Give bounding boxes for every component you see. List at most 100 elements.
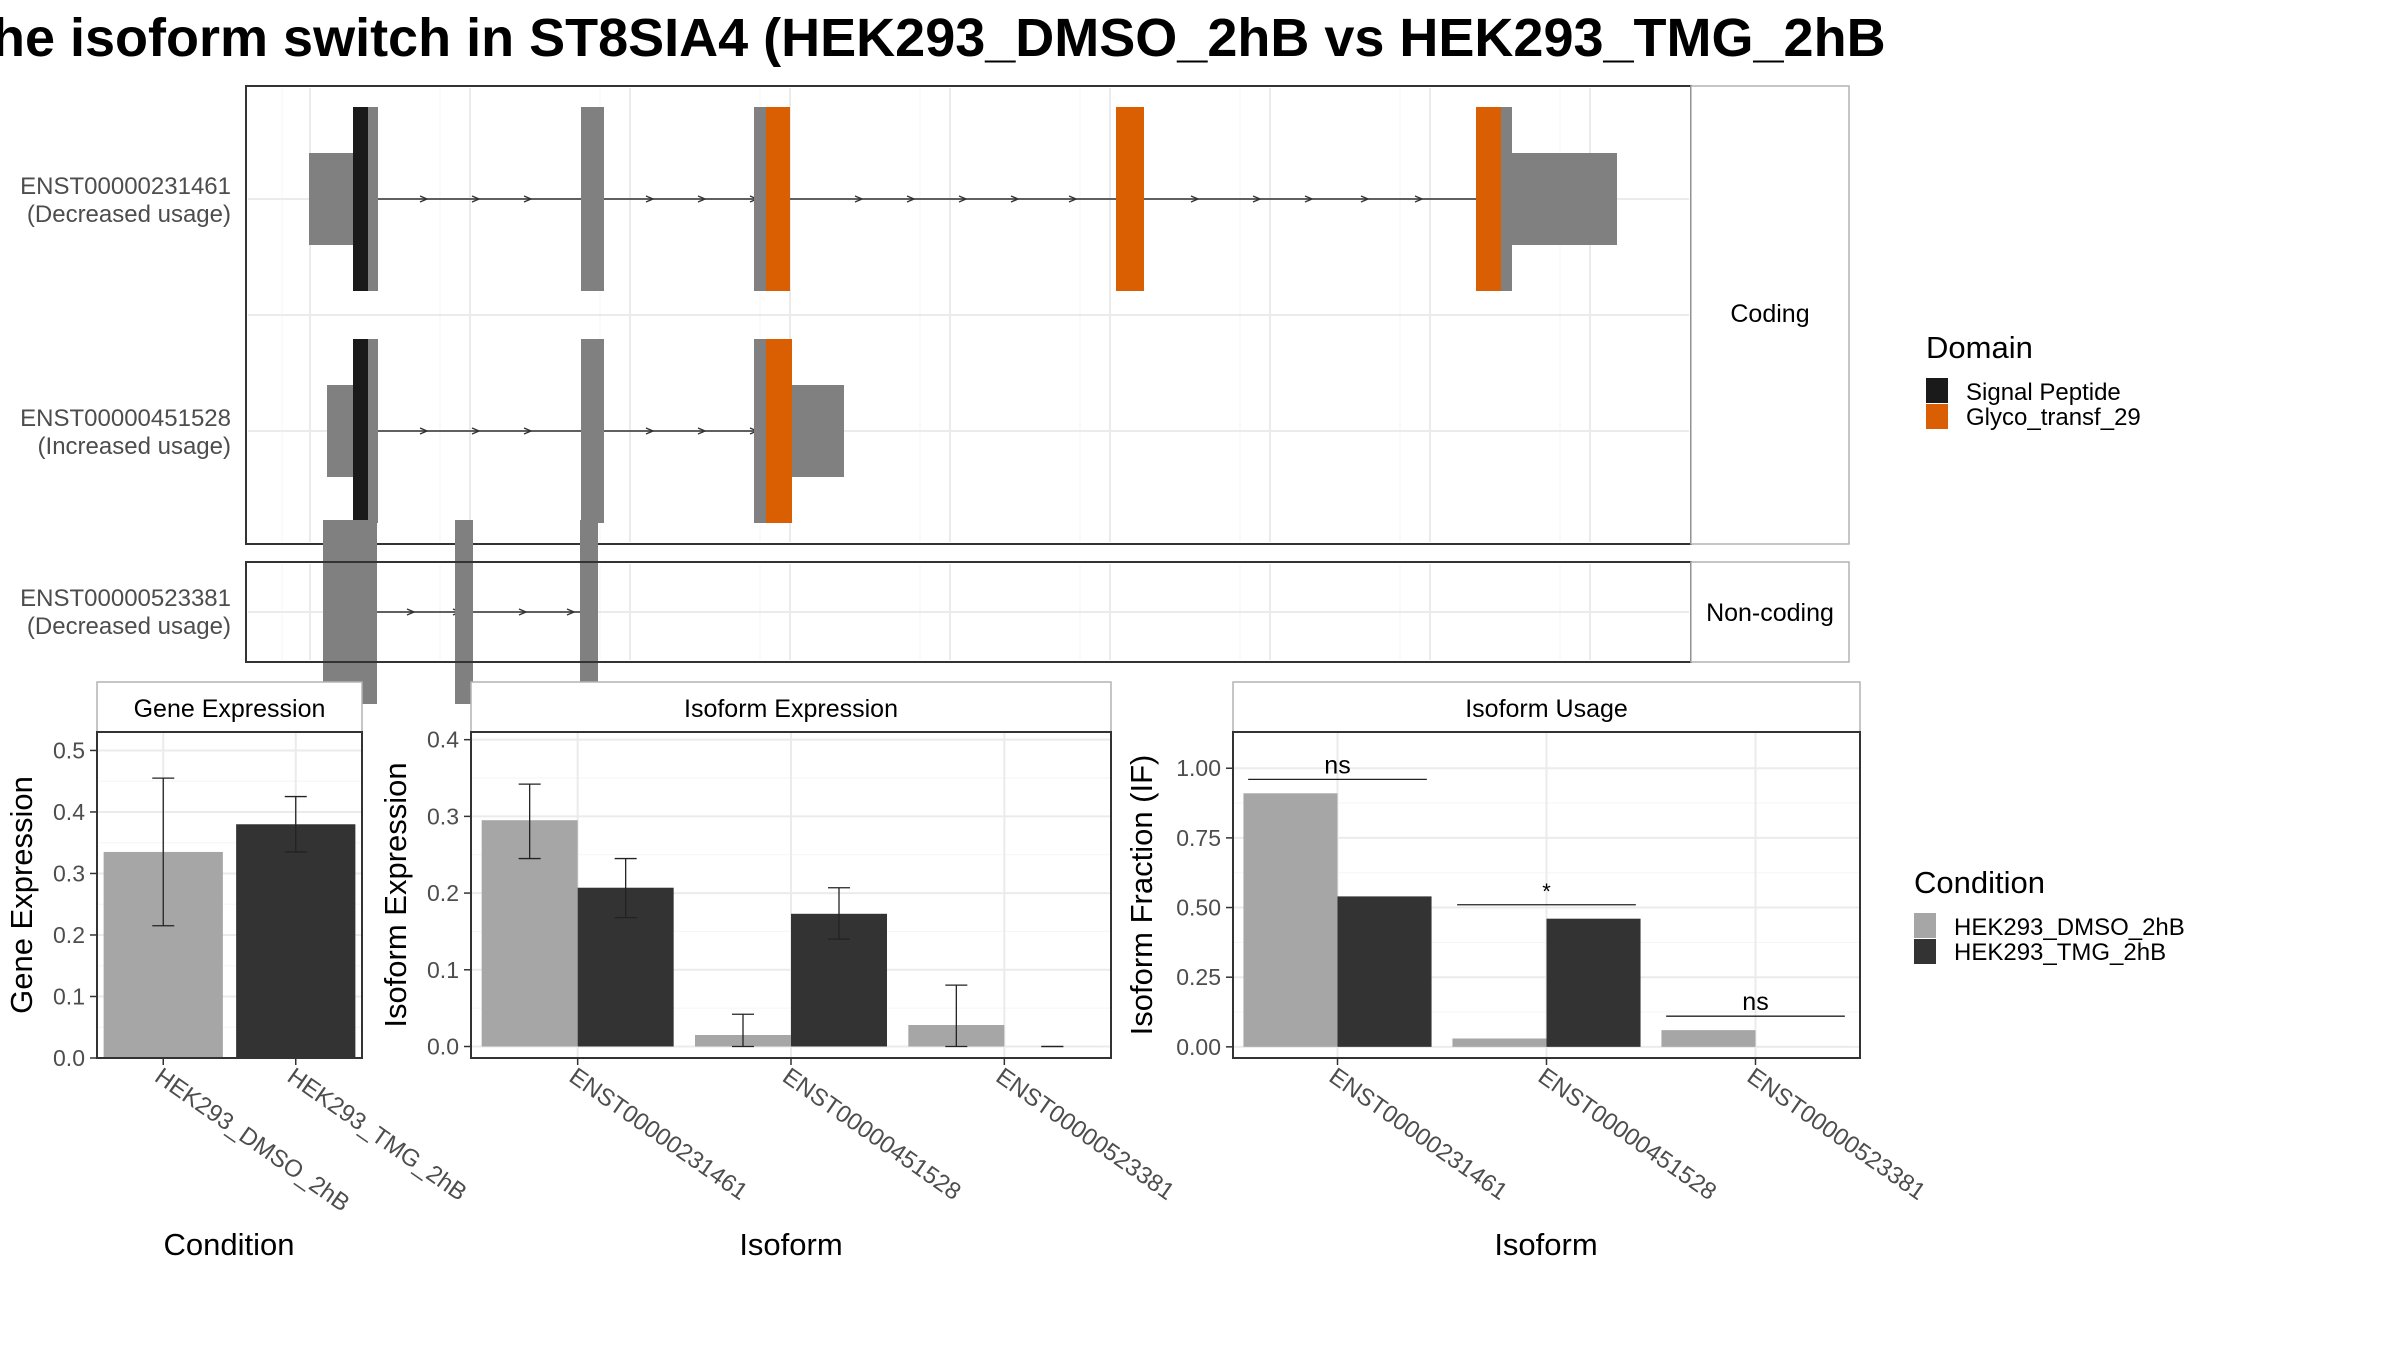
panel-title-0: Gene Expression bbox=[134, 695, 326, 723]
glyco-domain-block-2-5 bbox=[766, 339, 792, 523]
y-tick-label-2-2: 0.50 bbox=[1176, 895, 1221, 921]
bar-2-0-0 bbox=[1243, 793, 1338, 1047]
x-tick-label-1-0: ENST00000231461 bbox=[564, 1063, 752, 1206]
noncoding-strip-label: Non-coding bbox=[1706, 599, 1834, 627]
glyco-domain-block-1-7 bbox=[1476, 107, 1501, 291]
legend-label-signal-peptide: Signal Peptide bbox=[1966, 379, 2121, 406]
exon-block-1-2 bbox=[368, 107, 378, 291]
y-tick-label-2-0: 0.00 bbox=[1176, 1034, 1221, 1060]
legend-label-tmg: HEK293_TMG_2hB bbox=[1954, 939, 2166, 966]
isoform-expression-chart: Isoform Expression 0.0 0.1 0.2 0.3 0.4 ENST000… bbox=[378, 681, 1179, 1262]
intron-arrow-3-0 bbox=[406, 608, 416, 616]
exon-block-1-0 bbox=[309, 153, 353, 245]
bar-0-0-1 bbox=[236, 824, 356, 1058]
intron-arrow-2-4 bbox=[697, 427, 707, 435]
y-tick-label-1-1: 0.1 bbox=[427, 957, 459, 983]
y-tick-label-1-3: 0.3 bbox=[427, 803, 459, 829]
significance-label-0: ns bbox=[1324, 751, 1350, 779]
signal-peptide-block-2-1 bbox=[353, 339, 368, 523]
structure-panel-noncoding: Non-coding bbox=[245, 520, 1850, 704]
legend-swatch-glyco bbox=[1926, 404, 1948, 429]
y-tick-label-1-0: 0.0 bbox=[427, 1033, 459, 1059]
intron-arrow-1-6 bbox=[854, 195, 864, 203]
exon-block-3-0 bbox=[323, 520, 377, 704]
glyco-domain-block-1-5 bbox=[766, 107, 790, 291]
legend-swatch-signal-peptide bbox=[1926, 378, 1948, 403]
exon-block-2-2 bbox=[368, 339, 378, 523]
intron-arrow-3-2 bbox=[518, 608, 528, 616]
legend-swatch-tmg bbox=[1914, 939, 1936, 964]
bar-2-1-1 bbox=[1546, 918, 1641, 1047]
exon-block-1-9 bbox=[1512, 153, 1617, 245]
x-tick-label-2-1: ENST00000451528 bbox=[1533, 1063, 1721, 1206]
intron-arrow-1-13 bbox=[1304, 195, 1314, 203]
condition-legend-title: Condition bbox=[1914, 865, 2045, 900]
transcript-3-id: ENST00000523381 bbox=[20, 585, 231, 612]
y-tick-label-1-4: 0.4 bbox=[427, 727, 459, 753]
exon-block-2-0 bbox=[327, 385, 353, 477]
y-tick-label-1-2: 0.2 bbox=[427, 880, 459, 906]
plot-border-0 bbox=[96, 731, 363, 1059]
y-tick-label-0-3: 0.3 bbox=[53, 860, 85, 886]
intron-arrow-2-0 bbox=[419, 427, 429, 435]
coding-strip bbox=[1690, 85, 1850, 545]
y-tick-label-0-4: 0.4 bbox=[53, 799, 85, 825]
exon-block-1-3 bbox=[581, 107, 604, 291]
glyco-domain-block-1-6 bbox=[1116, 107, 1144, 291]
transcript-1-id: ENST00000231461 bbox=[20, 173, 231, 200]
intron-arrow-3-3 bbox=[566, 608, 576, 616]
bar-2-0-2 bbox=[1661, 1030, 1756, 1047]
intron-arrow-1-11 bbox=[1190, 195, 1200, 203]
intron-arrow-2-3 bbox=[645, 427, 655, 435]
intron-arrow-2-2 bbox=[523, 427, 533, 435]
exon-block-1-4 bbox=[754, 107, 766, 291]
legend-swatch-dmso bbox=[1914, 913, 1936, 938]
legend-label-dmso: HEK293_DMSO_2hB bbox=[1954, 914, 2185, 941]
intron-arrow-1-7 bbox=[906, 195, 916, 203]
domain-legend: Domain Signal Peptide Glyco_transf_29 bbox=[1926, 330, 2141, 431]
intron-arrow-1-14 bbox=[1360, 195, 1370, 203]
significance-label-1: * bbox=[1542, 879, 1551, 904]
x-tick-label-2-2: ENST00000523381 bbox=[1742, 1063, 1930, 1206]
exon-block-3-2 bbox=[580, 520, 598, 704]
y-tick-label-0-5: 0.5 bbox=[53, 737, 85, 763]
intron-arrow-1-8 bbox=[958, 195, 968, 203]
y-tick-label-0-2: 0.2 bbox=[53, 922, 85, 948]
y-axis-title-1: Isoform Expression bbox=[378, 762, 413, 1027]
noncoding-strip bbox=[1690, 561, 1850, 663]
isoform-usage-chart: Isoform Usage 0.00 0.25 0.50 0.75 1.00 ns * ns EN… bbox=[1124, 681, 1930, 1262]
intron-arrow-1-4 bbox=[697, 195, 707, 203]
y-tick-label-2-4: 1.00 bbox=[1176, 755, 1221, 781]
domain-legend-title: Domain bbox=[1926, 330, 2033, 365]
significance-label-2: ns bbox=[1742, 988, 1768, 1016]
y-tick-label-2-3: 0.75 bbox=[1176, 825, 1221, 851]
y-axis-title-0: Gene Expression bbox=[4, 776, 39, 1014]
y-tick-label-0-1: 0.1 bbox=[53, 983, 85, 1009]
x-tick-label-1-2: ENST00000523381 bbox=[991, 1063, 1179, 1206]
x-axis-title-2: Isoform bbox=[1494, 1227, 1597, 1262]
legend-label-glyco: Glyco_transf_29 bbox=[1966, 404, 2141, 431]
intron-arrow-1-2 bbox=[523, 195, 533, 203]
intron-arrow-1-12 bbox=[1252, 195, 1262, 203]
y-tick-label-0-0: 0.0 bbox=[53, 1045, 85, 1071]
exon-block-1-8 bbox=[1501, 107, 1512, 291]
panel-title-1: Isoform Expression bbox=[684, 695, 898, 723]
intron-arrow-2-1 bbox=[471, 427, 481, 435]
y-tick-label-2-1: 0.25 bbox=[1176, 964, 1221, 990]
exon-block-2-4 bbox=[754, 339, 766, 523]
intron-arrow-1-9 bbox=[1010, 195, 1020, 203]
bar-2-1-0 bbox=[1337, 896, 1432, 1047]
exon-block-3-1 bbox=[455, 520, 473, 704]
x-axis-title-1: Isoform bbox=[739, 1227, 842, 1262]
intron-arrow-1-3 bbox=[645, 195, 655, 203]
x-tick-label-1-1: ENST00000451528 bbox=[778, 1063, 966, 1206]
transcript-2-usage: (Increased usage) bbox=[38, 433, 231, 460]
transcript-1-usage: (Decreased usage) bbox=[27, 201, 231, 228]
transcript-2-id: ENST00000451528 bbox=[20, 405, 231, 432]
panel-strip-2 bbox=[1232, 681, 1861, 733]
structure-panel-coding: Coding bbox=[245, 85, 1850, 545]
exon-block-2-6 bbox=[792, 385, 844, 477]
intron-arrow-1-1 bbox=[471, 195, 481, 203]
condition-legend: Condition HEK293_DMSO_2hB HEK293_TMG_2hB bbox=[1914, 865, 2185, 966]
